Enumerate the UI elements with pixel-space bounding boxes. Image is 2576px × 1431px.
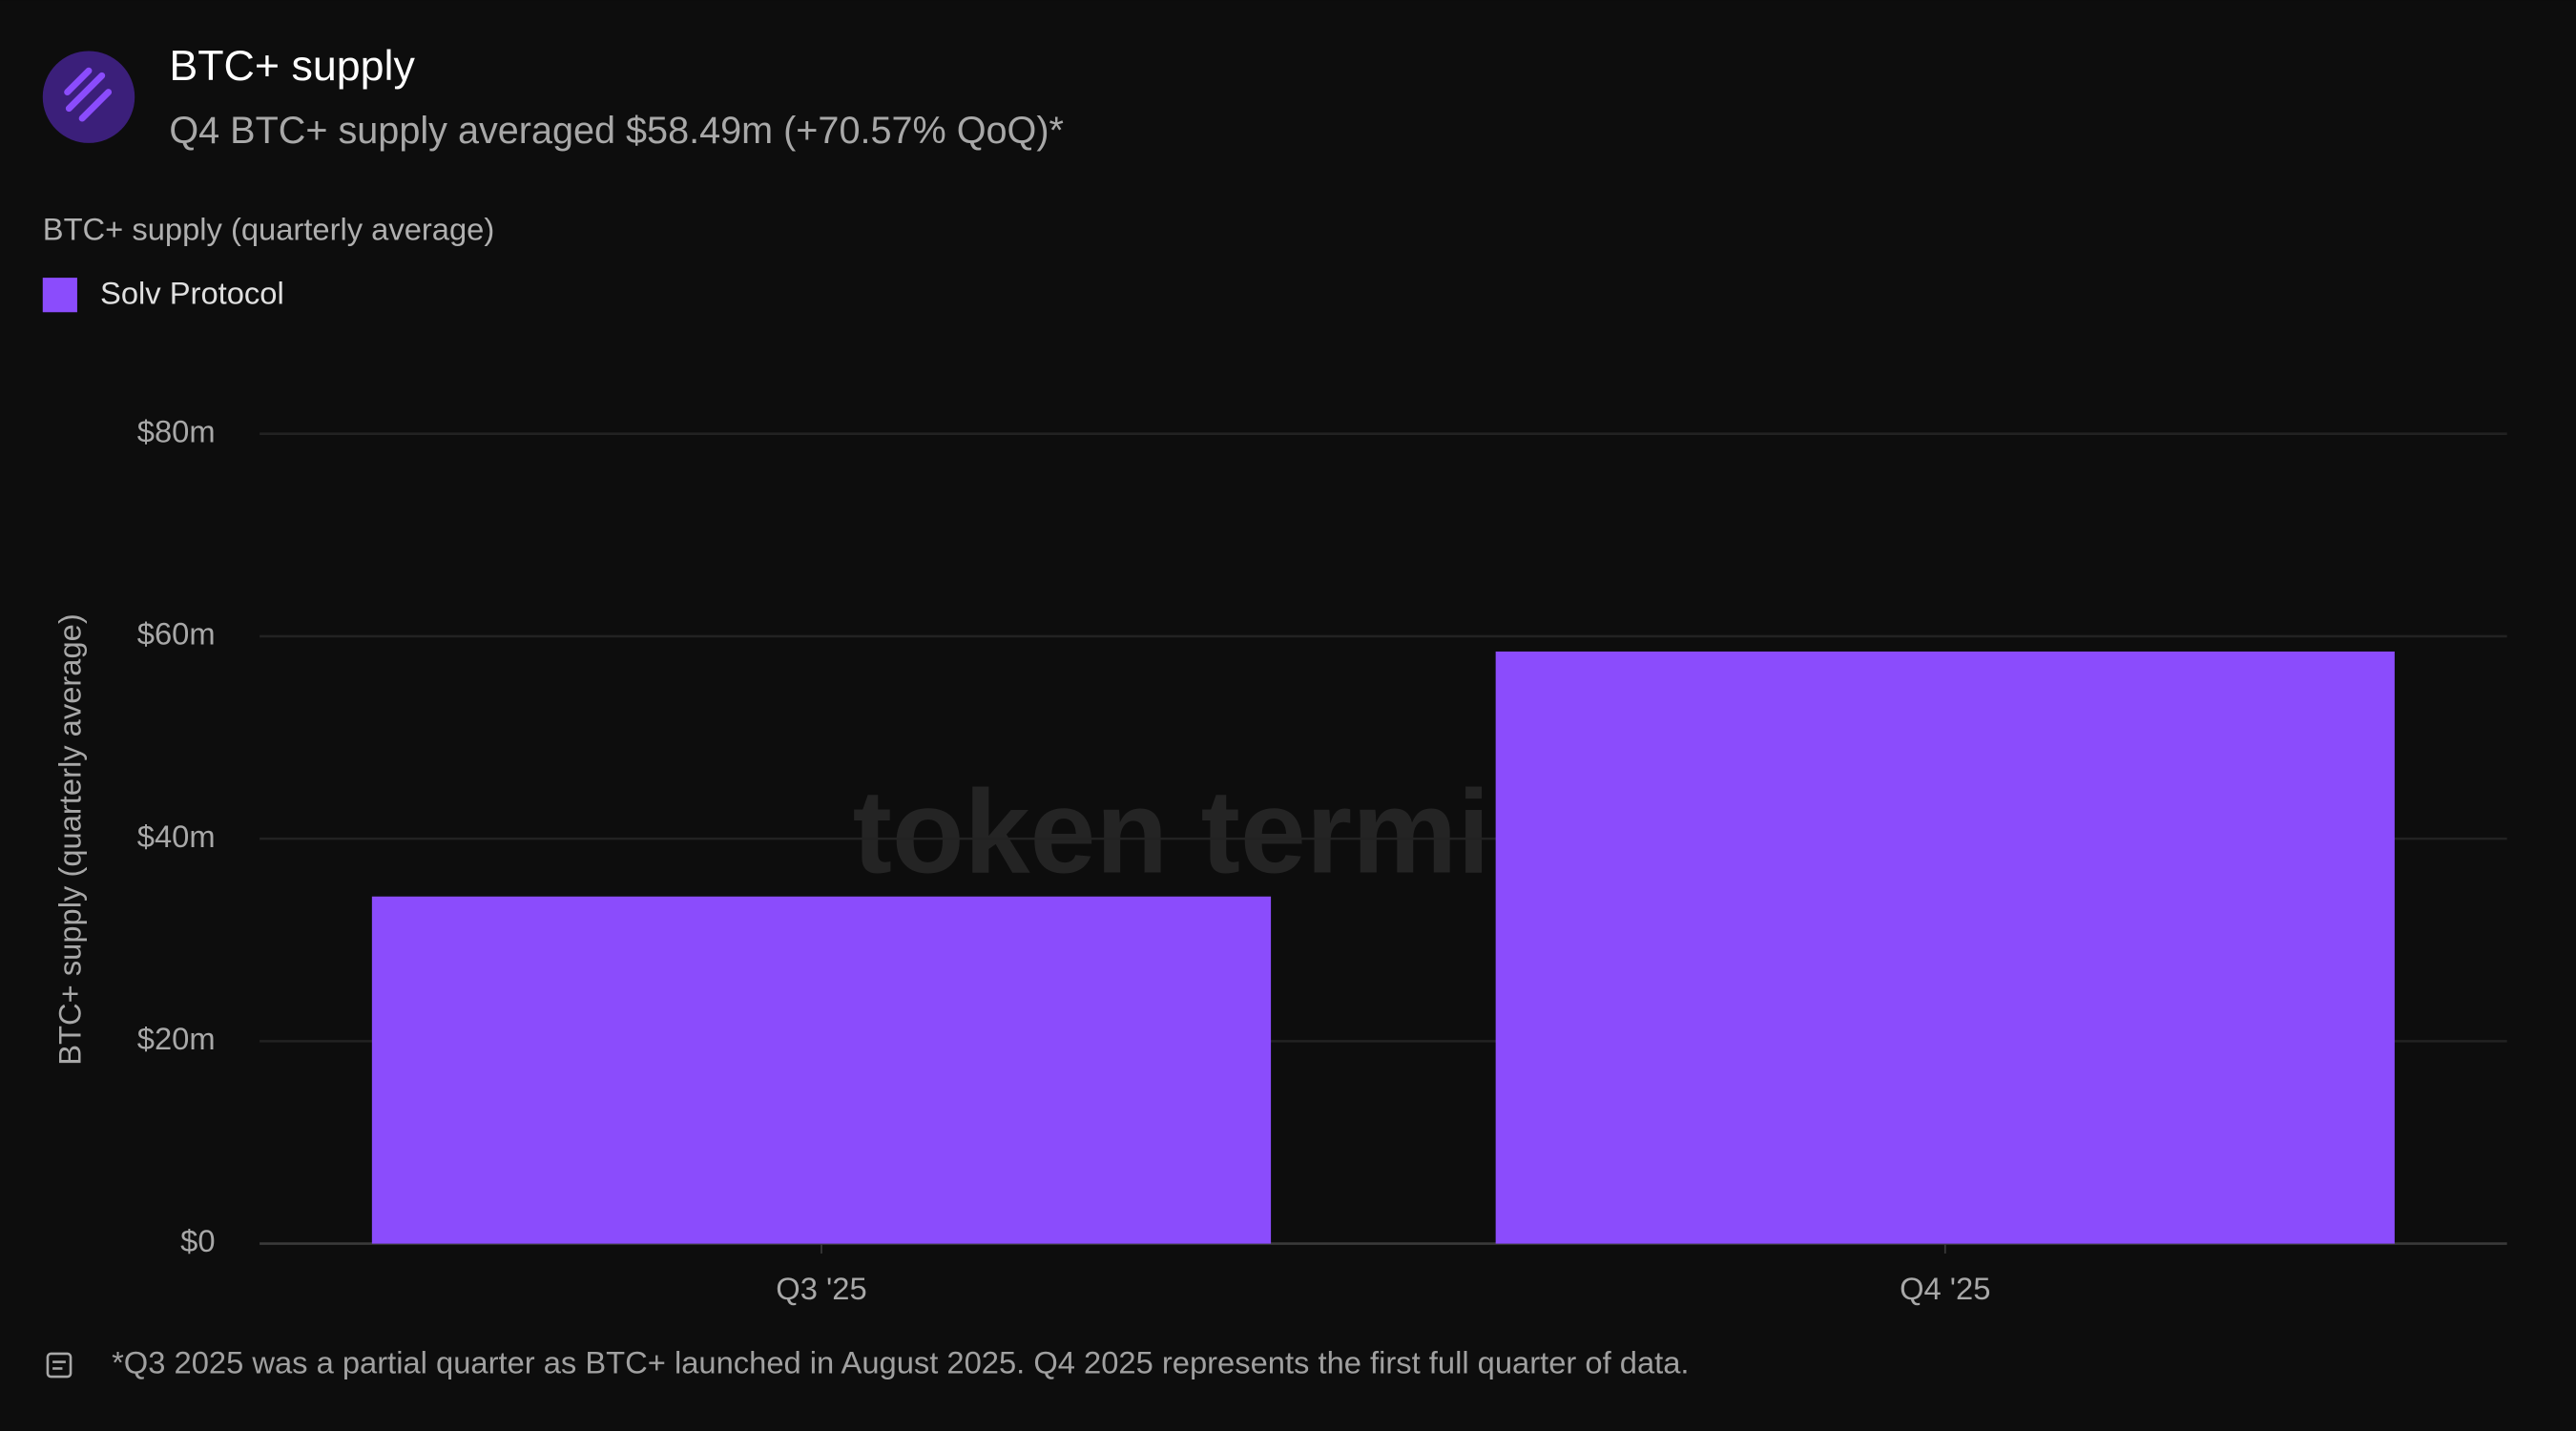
y-axis-label: BTC+ supply (quarterly average) — [52, 613, 87, 1065]
logo — [42, 51, 135, 143]
legend-swatch — [42, 278, 77, 313]
x-tick-label: Q4 '25 — [1900, 1271, 1990, 1306]
y-tick-label: $80m — [137, 413, 216, 448]
y-tick-label: $0 — [180, 1223, 215, 1258]
bar — [1495, 651, 2395, 1244]
footnote-icon — [46, 1352, 73, 1379]
legend-label: Solv Protocol — [100, 276, 284, 311]
x-tick-label: Q3 '25 — [776, 1271, 866, 1306]
bar — [371, 896, 1272, 1244]
subtitle: Q4 BTC+ supply averaged $58.49m (+70.57%… — [169, 110, 1064, 152]
footnote: *Q3 2025 was a partial quarter as BTC+ l… — [112, 1345, 1689, 1380]
legend-title: BTC+ supply (quarterly average) — [43, 212, 494, 247]
title: BTC+ supply — [169, 42, 415, 90]
y-tick-label: $20m — [137, 1021, 216, 1056]
y-tick-label: $40m — [137, 819, 216, 854]
y-tick-label: $60m — [137, 616, 216, 652]
